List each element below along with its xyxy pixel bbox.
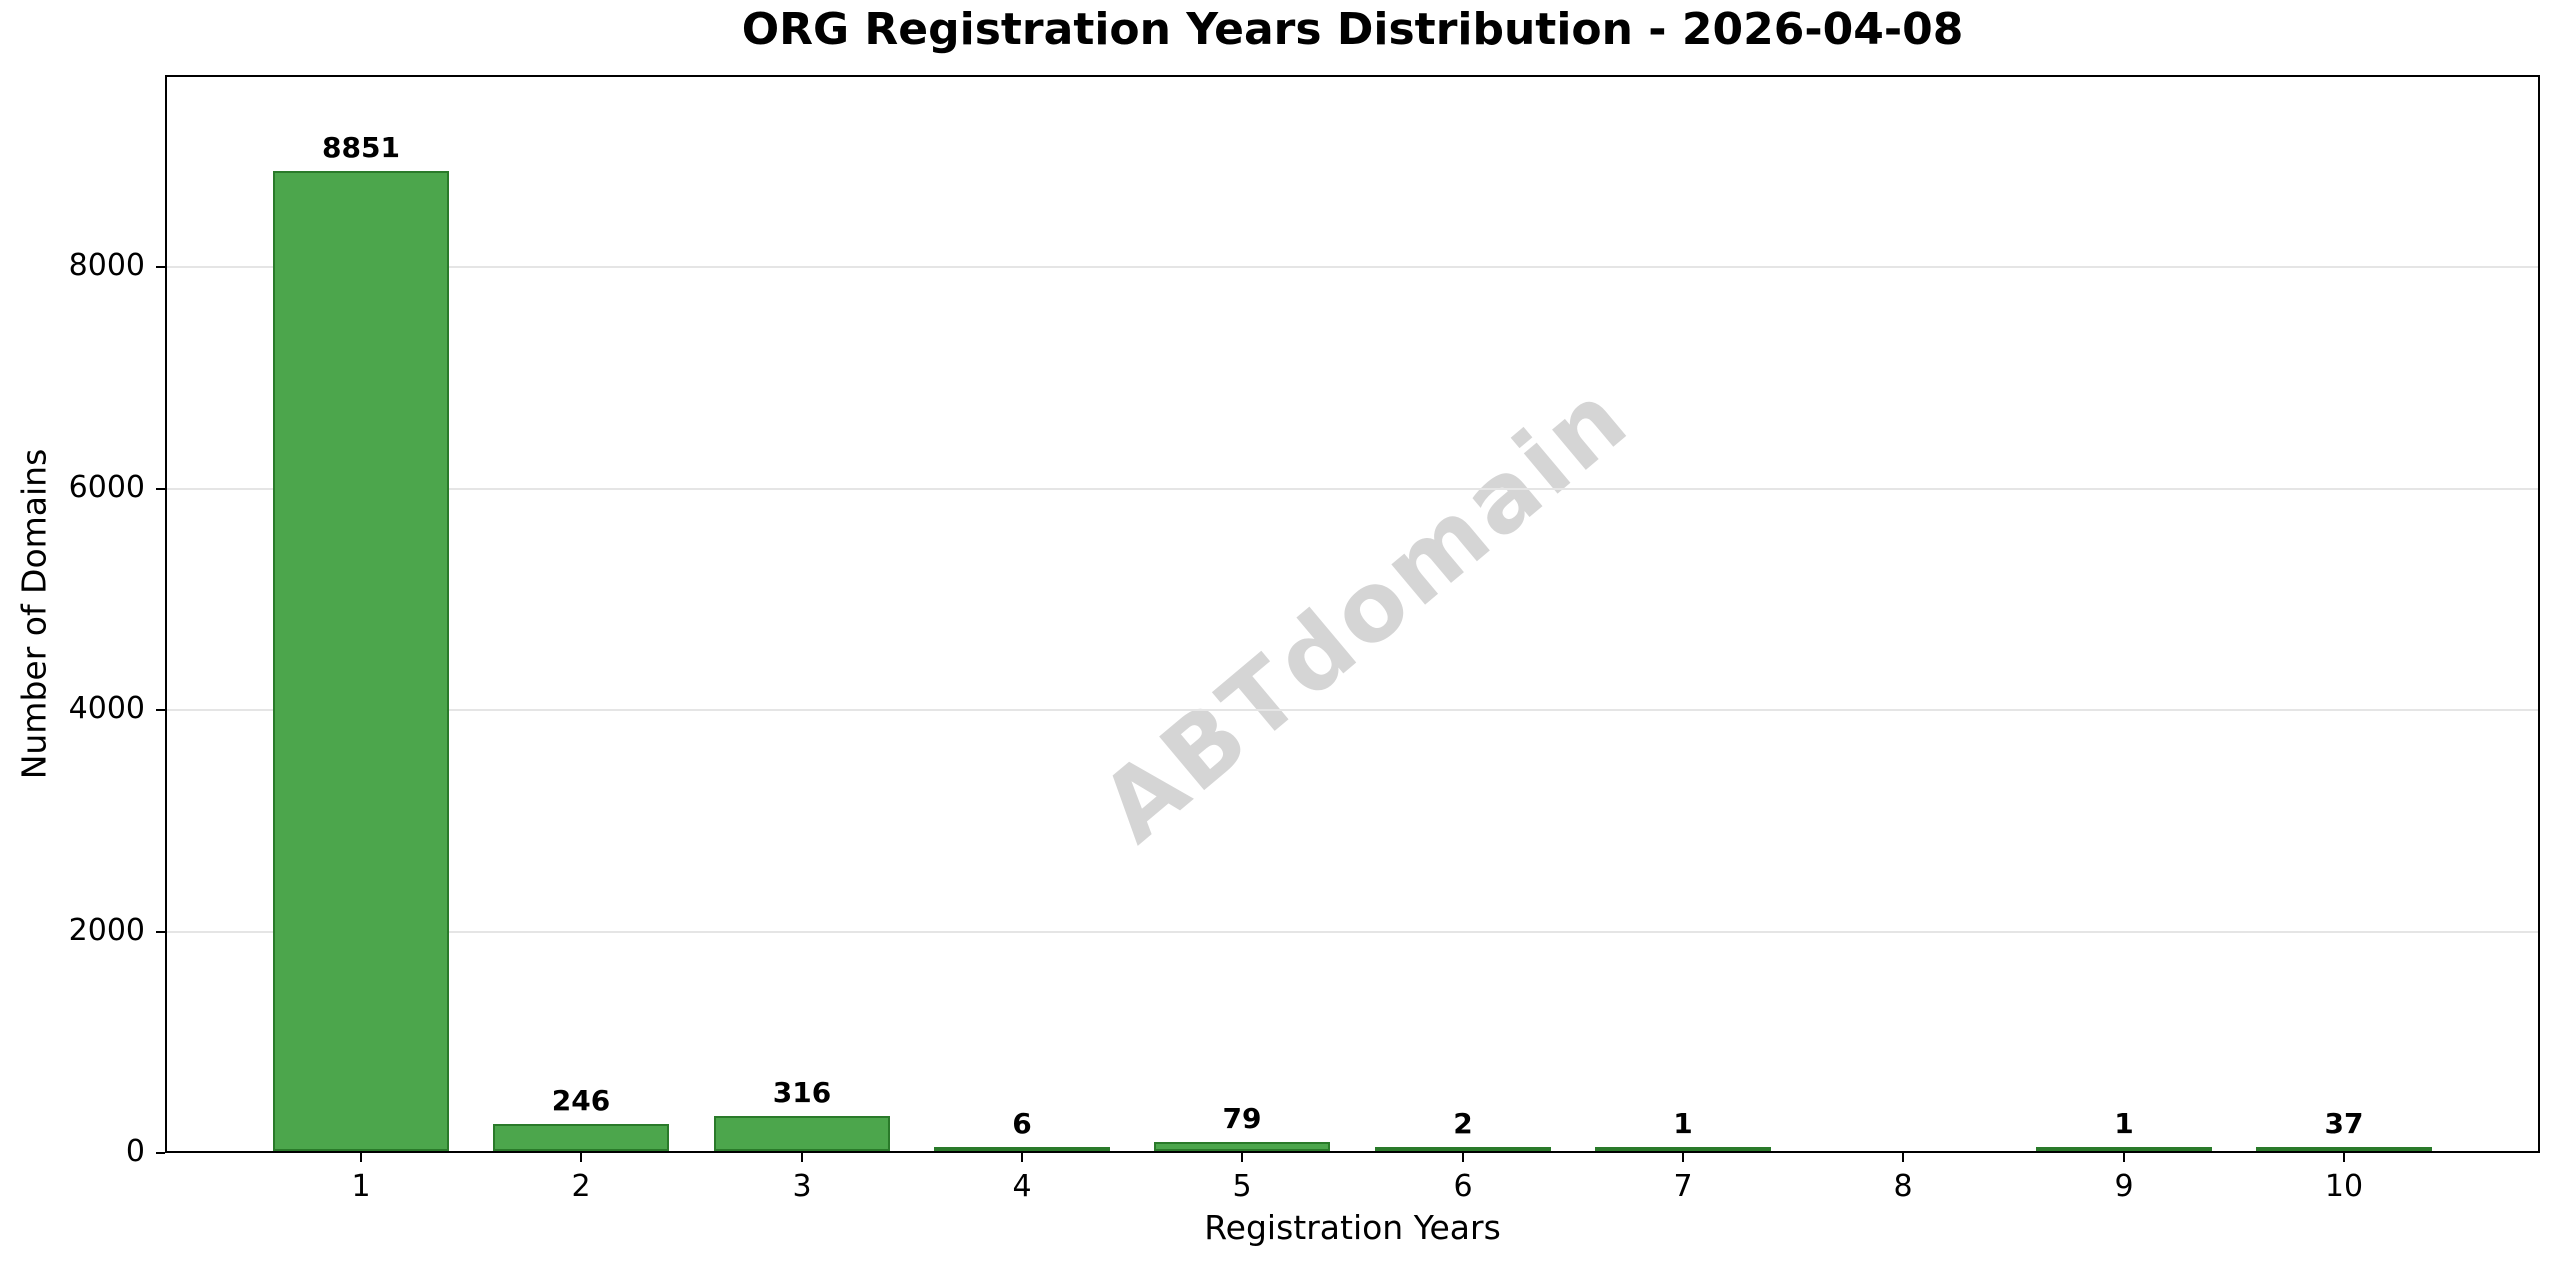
x-tick-label: 8 <box>1893 1169 1913 1204</box>
bar <box>714 1116 890 1151</box>
y-tick-label: 8000 <box>68 248 145 283</box>
gridline <box>167 709 2538 711</box>
bar <box>2256 1147 2432 1151</box>
x-tick-mark <box>801 1153 803 1162</box>
x-tick-label: 6 <box>1453 1169 1473 1204</box>
x-tick-label: 3 <box>792 1169 812 1204</box>
y-tick-label: 4000 <box>68 691 145 726</box>
bar-value-label: 37 <box>2324 1107 2364 1140</box>
x-axis-label: Registration Years <box>1204 1208 1501 1247</box>
y-tick-mark <box>156 931 165 933</box>
bar-value-label: 316 <box>772 1076 832 1109</box>
gridline <box>167 488 2538 490</box>
bar-value-label: 1 <box>2114 1107 2134 1140</box>
bar <box>273 171 449 1151</box>
y-tick-label: 0 <box>125 1134 145 1169</box>
bar-value-label: 1 <box>1673 1107 1693 1140</box>
x-tick-label: 5 <box>1232 1169 1252 1204</box>
x-tick-mark <box>1902 1153 1904 1162</box>
bar-value-label: 8851 <box>322 131 400 164</box>
bar <box>1375 1147 1551 1151</box>
bar-value-label: 246 <box>551 1084 611 1117</box>
bar-value-label: 2 <box>1453 1107 1473 1140</box>
x-tick-mark <box>1682 1153 1684 1162</box>
bar <box>2036 1147 2212 1151</box>
bar <box>493 1124 669 1151</box>
x-tick-label: 4 <box>1012 1169 1032 1204</box>
chart-title: ORG Registration Years Distribution - 20… <box>741 4 1964 55</box>
bar <box>934 1147 1110 1151</box>
x-tick-label: 10 <box>2324 1169 2364 1204</box>
bar <box>1595 1147 1771 1151</box>
bar-value-label: 6 <box>1012 1107 1032 1140</box>
x-tick-mark <box>1241 1153 1243 1162</box>
x-tick-label: 2 <box>571 1169 591 1204</box>
x-tick-mark <box>2343 1153 2345 1162</box>
x-tick-mark <box>580 1153 582 1162</box>
gridline <box>167 266 2538 268</box>
y-tick-label: 2000 <box>68 913 145 948</box>
bar <box>1154 1142 1330 1151</box>
bar-value-label: 79 <box>1222 1102 1262 1135</box>
plot-area <box>165 75 2540 1153</box>
y-tick-mark <box>156 266 165 268</box>
y-tick-mark <box>156 1152 165 1154</box>
y-tick-mark <box>156 488 165 490</box>
y-tick-label: 6000 <box>68 470 145 505</box>
y-tick-mark <box>156 709 165 711</box>
x-tick-mark <box>1462 1153 1464 1162</box>
x-tick-mark <box>360 1153 362 1162</box>
x-tick-label: 7 <box>1673 1169 1693 1204</box>
gridline <box>167 931 2538 933</box>
x-tick-label: 1 <box>351 1169 371 1204</box>
x-tick-mark <box>1021 1153 1023 1162</box>
x-tick-mark <box>2123 1153 2125 1162</box>
x-tick-label: 9 <box>2114 1169 2134 1204</box>
